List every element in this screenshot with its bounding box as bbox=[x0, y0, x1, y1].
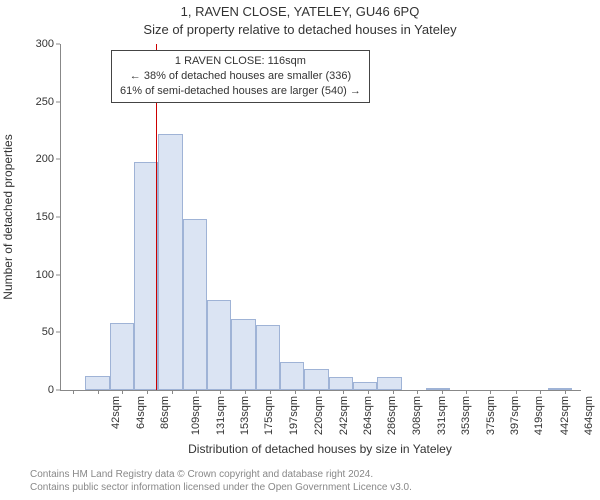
y-tick-label: 300 bbox=[36, 38, 54, 50]
x-tick-mark bbox=[368, 390, 369, 394]
x-axis-label: Distribution of detached houses by size … bbox=[60, 442, 580, 456]
x-tick-label: 197sqm bbox=[288, 396, 300, 435]
x-tick-mark bbox=[295, 390, 296, 394]
x-tick-label: 464sqm bbox=[583, 396, 595, 435]
x-tick-label: 109sqm bbox=[191, 396, 203, 435]
x-tick-label: 220sqm bbox=[313, 396, 325, 435]
x-tick-mark bbox=[540, 390, 541, 394]
x-tick-mark bbox=[98, 390, 99, 394]
footer-line-2: Contains public sector information licen… bbox=[30, 481, 412, 494]
x-tick-mark bbox=[196, 390, 197, 394]
histogram-bar bbox=[183, 219, 207, 390]
histogram-bar bbox=[329, 377, 353, 390]
x-tick-label: 442sqm bbox=[559, 396, 571, 435]
y-tick-label: 50 bbox=[42, 326, 54, 338]
histogram-bar bbox=[110, 323, 134, 390]
y-axis: 050100150200250300 bbox=[0, 44, 60, 390]
x-tick-mark bbox=[490, 390, 491, 394]
x-tick-mark bbox=[565, 390, 566, 394]
x-tick-label: 286sqm bbox=[386, 396, 398, 435]
x-tick-mark bbox=[172, 390, 173, 394]
x-tick-label: 308sqm bbox=[411, 396, 423, 435]
x-tick-label: 86sqm bbox=[159, 396, 171, 429]
plot-area: 1 RAVEN CLOSE: 116sqm ← 38% of detached … bbox=[60, 44, 581, 391]
x-tick-mark bbox=[516, 390, 517, 394]
x-tick-mark bbox=[466, 390, 467, 394]
x-tick-mark bbox=[417, 390, 418, 394]
x-tick-label: 419sqm bbox=[534, 396, 546, 435]
x-tick-mark bbox=[270, 390, 271, 394]
footer: Contains HM Land Registry data © Crown c… bbox=[30, 468, 412, 494]
x-tick-label: 375sqm bbox=[485, 396, 497, 435]
y-tick-label: 0 bbox=[48, 384, 54, 396]
x-tick-label: 397sqm bbox=[509, 396, 521, 435]
x-tick-mark bbox=[73, 390, 74, 394]
histogram-bar bbox=[377, 377, 401, 390]
info-line-3: 61% of semi-detached houses are larger (… bbox=[120, 84, 361, 99]
x-tick-label: 353sqm bbox=[461, 396, 473, 435]
histogram-bar bbox=[231, 319, 255, 391]
x-tick-mark bbox=[393, 390, 394, 394]
info-box: 1 RAVEN CLOSE: 116sqm ← 38% of detached … bbox=[111, 50, 370, 103]
x-tick-label: 331sqm bbox=[436, 396, 448, 435]
histogram-bar bbox=[304, 369, 328, 390]
x-tick-label: 131sqm bbox=[215, 396, 227, 435]
y-tick-label: 100 bbox=[36, 269, 54, 281]
x-tick-mark bbox=[147, 390, 148, 394]
info-line-2: ← 38% of detached houses are smaller (33… bbox=[120, 69, 361, 84]
y-tick-label: 200 bbox=[36, 153, 54, 165]
footer-line-1: Contains HM Land Registry data © Crown c… bbox=[30, 468, 412, 481]
x-tick-mark bbox=[319, 390, 320, 394]
x-tick-label: 242sqm bbox=[338, 396, 350, 435]
histogram-bar bbox=[158, 134, 182, 390]
info-line-1: 1 RAVEN CLOSE: 116sqm bbox=[120, 54, 361, 69]
x-tick-mark bbox=[245, 390, 246, 394]
y-tick-label: 150 bbox=[36, 211, 54, 223]
x-tick-mark bbox=[220, 390, 221, 394]
histogram-bar bbox=[134, 162, 158, 390]
histogram-bar bbox=[207, 300, 231, 390]
y-tick-label: 250 bbox=[36, 96, 54, 108]
x-tick-label: 42sqm bbox=[110, 396, 122, 429]
histogram-bar bbox=[256, 325, 280, 390]
x-tick-label: 264sqm bbox=[362, 396, 374, 435]
histogram-bar bbox=[280, 362, 304, 390]
x-tick-mark bbox=[442, 390, 443, 394]
title-main: 1, RAVEN CLOSE, YATELEY, GU46 6PQ bbox=[0, 4, 600, 19]
x-tick-label: 175sqm bbox=[264, 396, 276, 435]
x-tick-mark bbox=[343, 390, 344, 394]
x-tick-label: 153sqm bbox=[239, 396, 251, 435]
histogram-bar bbox=[353, 382, 377, 390]
x-tick-label: 64sqm bbox=[135, 396, 147, 429]
title-sub: Size of property relative to detached ho… bbox=[0, 22, 600, 37]
chart-container: 1, RAVEN CLOSE, YATELEY, GU46 6PQ Size o… bbox=[0, 0, 600, 500]
histogram-bar bbox=[85, 376, 109, 390]
x-tick-mark bbox=[122, 390, 123, 394]
